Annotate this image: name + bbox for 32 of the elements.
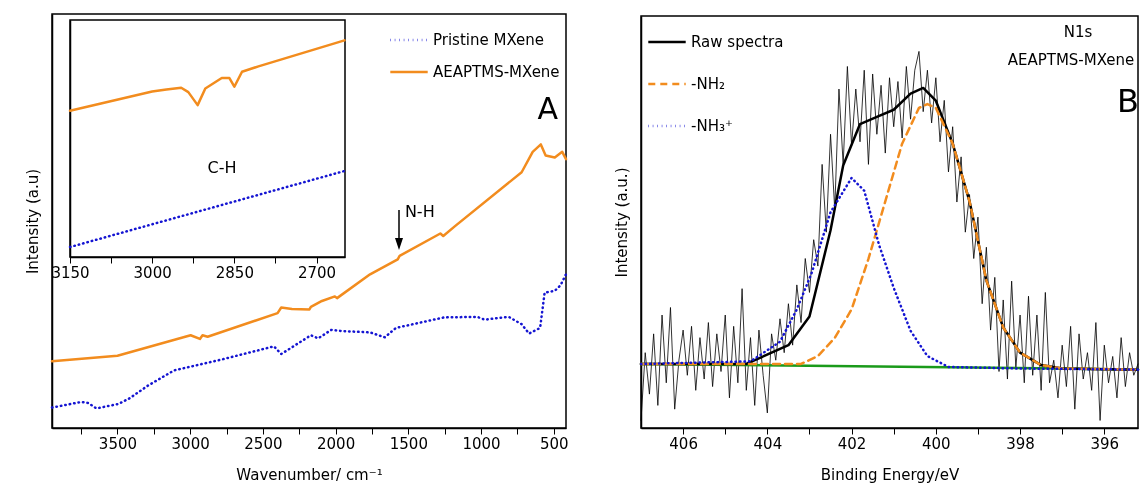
- x-tick-label: 500: [539, 434, 569, 453]
- y-axis-title: Intensity (a.u): [23, 168, 42, 275]
- y-axis-title: Intensity (a.u.): [612, 167, 631, 278]
- text: N1s: [1063, 23, 1093, 41]
- legend-label: Raw spectra: [691, 33, 784, 51]
- x-tick-label: 3150: [51, 263, 90, 282]
- x-tick-label: 400: [922, 434, 951, 453]
- x-tick-label: 404: [753, 434, 783, 453]
- x-tick-label: 3000: [171, 434, 210, 453]
- x-tick-label: 2500: [244, 434, 283, 453]
- x-axis-title: Wavenumber/ cm⁻¹: [236, 465, 383, 484]
- x-tick-label: 3000: [133, 263, 172, 282]
- x-tick-label: 402: [837, 434, 867, 453]
- legend-label: AEAPTMS-MXene: [433, 63, 560, 81]
- x-tick-label: 2850: [215, 263, 254, 282]
- x-tick-label: 2700: [297, 263, 337, 282]
- annotation: N-H: [404, 202, 435, 222]
- annotation: AEAPTMS-MXene: [1007, 51, 1135, 69]
- x-axis-title: Binding Energy/eV: [820, 465, 960, 484]
- x-tick-label: 396: [1090, 434, 1120, 453]
- x-tick-label: 406: [669, 434, 698, 453]
- annotation: B: [1117, 82, 1139, 120]
- x-tick-label: 1000: [462, 434, 501, 453]
- legend-label: Pristine MXene: [433, 31, 544, 49]
- x-tick-label: 398: [1006, 434, 1035, 453]
- x-tick-label: 3500: [98, 434, 138, 453]
- legend-label: -NH₃⁺: [691, 117, 733, 135]
- legend-label: -NH₂: [691, 75, 725, 93]
- x-tick-label: 1500: [389, 434, 428, 453]
- text: A: [537, 91, 559, 126]
- annotation: C-H: [207, 158, 237, 177]
- x-tick-label: 2000: [317, 434, 356, 453]
